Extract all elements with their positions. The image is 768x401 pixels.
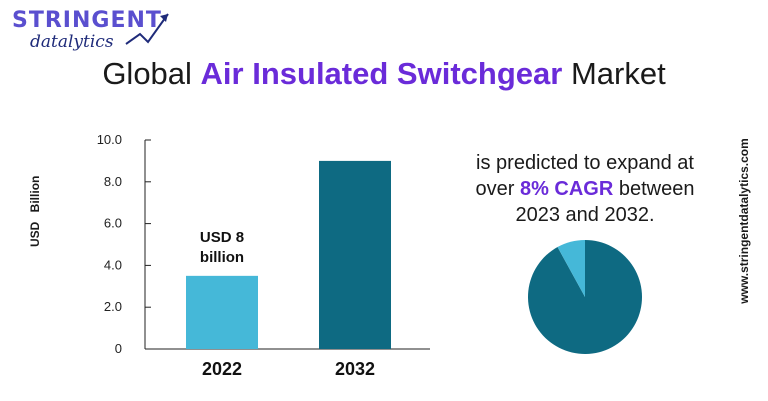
bar-2022 [186, 275, 258, 349]
logo-text-bottom: datalytics [30, 32, 114, 52]
summary-line-1: is predicted to expand at [476, 152, 694, 174]
title-highlight: Air Insulated Switchgear [200, 56, 563, 91]
cagr-summary: is predicted to expand at over 8% CAGR b… [440, 150, 730, 228]
y-tick-label: 10.0 [97, 132, 122, 147]
logo-arrow-icon [125, 13, 169, 45]
title-prefix: Global [102, 56, 192, 91]
brand-logo: STRINGENT datalytics [8, 6, 178, 58]
summary-line-3: 2023 and 2032. [515, 204, 655, 226]
x-category-label: 2032 [335, 359, 375, 379]
logo-text-top: STRINGENT [12, 8, 162, 33]
bar-2032 [319, 160, 391, 349]
y-tick-label: 0 [115, 341, 122, 356]
website-url: www.stringentdatalytics.com [737, 138, 751, 304]
y-tick-label: 4.0 [104, 257, 122, 272]
title-suffix: Market [570, 56, 666, 91]
x-category-label: 2022 [202, 359, 242, 379]
data-label: billion [200, 249, 244, 266]
y-tick-label: 6.0 [104, 216, 122, 231]
cagr-highlight: 8% CAGR [519, 178, 614, 200]
y-tick-label: 2.0 [104, 299, 122, 314]
y-tick-label: 8.0 [104, 174, 122, 189]
summary-line-2-suffix: between [618, 178, 695, 200]
page-title: Global Air Insulated Switchgear Market [0, 56, 768, 92]
summary-line-2-prefix: over [475, 178, 515, 200]
summary-line-2: over 8% CAGR between [440, 176, 730, 202]
pie-slice-small [557, 240, 585, 297]
data-label: USD 8 [200, 229, 244, 246]
